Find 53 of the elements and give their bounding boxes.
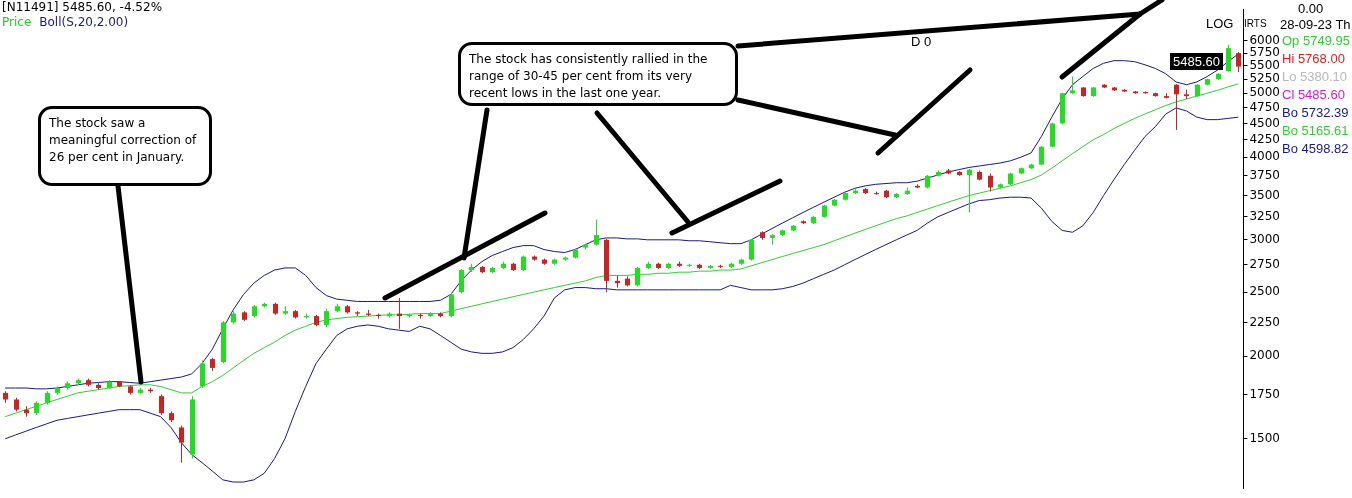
candlestick bbox=[749, 238, 754, 262]
y-tick-label: 3500 bbox=[1249, 187, 1281, 202]
candlestick bbox=[967, 168, 972, 213]
annotation: D 0 bbox=[911, 34, 932, 49]
text: Bo 4598.82 bbox=[1282, 141, 1349, 156]
text: Op 5749.95 bbox=[1282, 33, 1350, 48]
candlestick bbox=[459, 268, 464, 294]
text: 0.00 bbox=[1298, 1, 1324, 16]
y-tick-label: 5500 bbox=[1249, 57, 1281, 72]
y-tick-label: 2500 bbox=[1249, 284, 1281, 299]
annotation: LOG bbox=[1206, 16, 1234, 31]
candlestick bbox=[1236, 51, 1241, 73]
y-tick-label: 4000 bbox=[1249, 149, 1281, 164]
candlestick bbox=[159, 394, 164, 416]
y-tick-label: 5250 bbox=[1249, 71, 1281, 86]
text: Lo 5380.10 bbox=[1282, 69, 1348, 84]
y-tick-label: 4750 bbox=[1249, 100, 1281, 115]
candlestick bbox=[635, 266, 640, 287]
candlestick bbox=[324, 308, 329, 329]
candlestick bbox=[179, 425, 184, 464]
chart-title: [N11491] 5485.60, -4.52% bbox=[2, 0, 163, 14]
text: Hi 5768.00 bbox=[1282, 51, 1345, 66]
speech-callout: The stock saw a meaningful correction of 26 per cent in January. bbox=[35, 103, 215, 385]
annotation: 5485.60 bbox=[1170, 53, 1223, 70]
candlestick bbox=[594, 219, 599, 247]
y-tick-label: 2750 bbox=[1249, 256, 1281, 271]
text: Boll(S,20,2.00) bbox=[39, 15, 129, 29]
text: Bo 5732.39 bbox=[1282, 105, 1349, 120]
text: 28-09-23 Th bbox=[1280, 17, 1351, 32]
text: Cl 5485.60 bbox=[1282, 87, 1345, 102]
candlestick bbox=[988, 172, 993, 192]
text: IRTS bbox=[1244, 18, 1267, 29]
y-tick-label: 6000 bbox=[1249, 33, 1281, 47]
candlestick bbox=[1226, 44, 1231, 73]
y-tick-label: 3250 bbox=[1249, 208, 1281, 223]
candlestick bbox=[449, 292, 454, 318]
y-tick-label: 3750 bbox=[1249, 167, 1281, 182]
y-tick-label: 2000 bbox=[1249, 348, 1281, 363]
candlestick bbox=[1174, 83, 1179, 131]
y-tick-label: 5000 bbox=[1249, 85, 1281, 100]
annotation: The stock has consistently rallied in the range of 30-45 per cent from its very recent lows in the last one year. bbox=[469, 52, 708, 100]
candlestick bbox=[615, 274, 620, 289]
y-tick-label: 2250 bbox=[1249, 314, 1281, 329]
candlestick bbox=[200, 360, 205, 389]
y-tick-label: 4250 bbox=[1249, 131, 1281, 146]
y-tick-label: 1500 bbox=[1249, 430, 1281, 445]
y-tick-label: 5750 bbox=[1249, 45, 1281, 60]
y-tick-label: 3000 bbox=[1249, 231, 1281, 246]
text: Price bbox=[2, 15, 32, 29]
annotation: The stock saw a meaningful correction of 26 per cent in January. bbox=[49, 116, 197, 164]
y-tick-label: 1750 bbox=[1249, 386, 1281, 401]
y-tick-label: 4500 bbox=[1249, 115, 1281, 130]
text: Bo 5165.61 bbox=[1282, 123, 1349, 138]
